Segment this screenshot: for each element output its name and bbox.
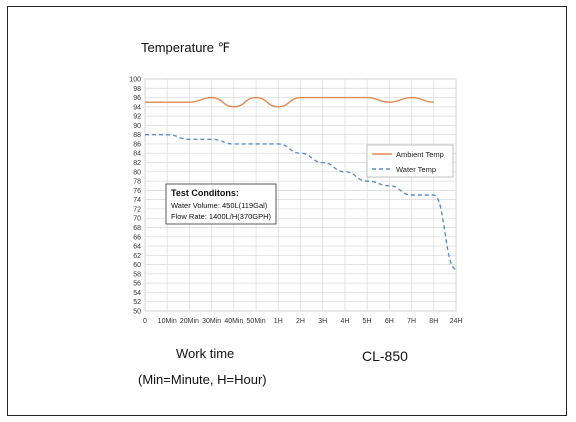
y-tick-label: 68: [133, 225, 141, 232]
x-tick-label: 30Min: [202, 318, 221, 325]
x-tick-label: 24H: [450, 318, 463, 325]
y-tick-label: 76: [133, 188, 141, 195]
y-tick-label: 78: [133, 179, 141, 186]
y-tick-label: 100: [129, 77, 141, 84]
chart-title: Temperature ℉: [141, 40, 230, 55]
y-tick-label: 66: [133, 234, 141, 241]
y-tick-label: 62: [133, 253, 141, 260]
x-tick-label: 8H: [429, 318, 438, 325]
x-tick-label: 2H: [296, 318, 305, 325]
x-tick-label: 1H: [274, 318, 283, 325]
y-tick-label: 70: [133, 216, 141, 223]
x-tick-label: 50Min: [247, 318, 266, 325]
x-axis-label: Work time: [176, 346, 235, 361]
y-tick-label: 74: [133, 197, 141, 204]
y-tick-label: 72: [133, 206, 141, 213]
y-tick-label: 86: [133, 141, 141, 148]
y-tick-label: 50: [133, 309, 141, 316]
y-tick-label: 98: [133, 86, 141, 93]
test-conditions-line: Flow Rate: 1400L/H(370GPH): [171, 212, 272, 221]
legend-label: Water Temp: [396, 165, 436, 174]
legend-box: [366, 144, 454, 178]
y-tick-label: 90: [133, 123, 141, 130]
x-tick-label: 6H: [385, 318, 394, 325]
y-tick-label: 88: [133, 132, 141, 139]
y-tick-label: 80: [133, 169, 141, 176]
x-tick-label: 40Min: [224, 318, 243, 325]
x-tick-label: 4H: [340, 318, 349, 325]
series-line-ambient-temp: [145, 96, 434, 108]
y-tick-label: 92: [133, 114, 141, 121]
x-tick-label: 5H: [363, 318, 372, 325]
y-tick-label: 82: [133, 160, 141, 167]
test-conditions-line: Water Volume: 450L(119Gal): [171, 201, 268, 210]
test-conditions-title: Test Conditons:: [171, 188, 239, 198]
y-tick-label: 56: [133, 281, 141, 288]
x-tick-label: 0: [143, 318, 147, 325]
legend-label: Ambient Temp: [396, 150, 444, 159]
y-tick-label: 64: [133, 244, 141, 251]
y-tick-label: 96: [133, 95, 141, 102]
model-label: CL-850: [362, 348, 408, 364]
y-tick-label: 52: [133, 299, 141, 306]
y-tick-label: 58: [133, 271, 141, 278]
y-tick-label: 94: [133, 104, 141, 111]
x-tick-label: 20Min: [180, 318, 199, 325]
y-tick-label: 54: [133, 290, 141, 297]
y-tick-label: 60: [133, 262, 141, 269]
x-axis-note: (Min=Minute, H=Hour): [138, 372, 267, 387]
x-tick-label: 7H: [407, 318, 416, 325]
x-tick-label: 10Min: [158, 318, 177, 325]
y-tick-label: 84: [133, 151, 141, 158]
x-tick-label: 3H: [318, 318, 327, 325]
test-conditions-box: [165, 183, 277, 225]
